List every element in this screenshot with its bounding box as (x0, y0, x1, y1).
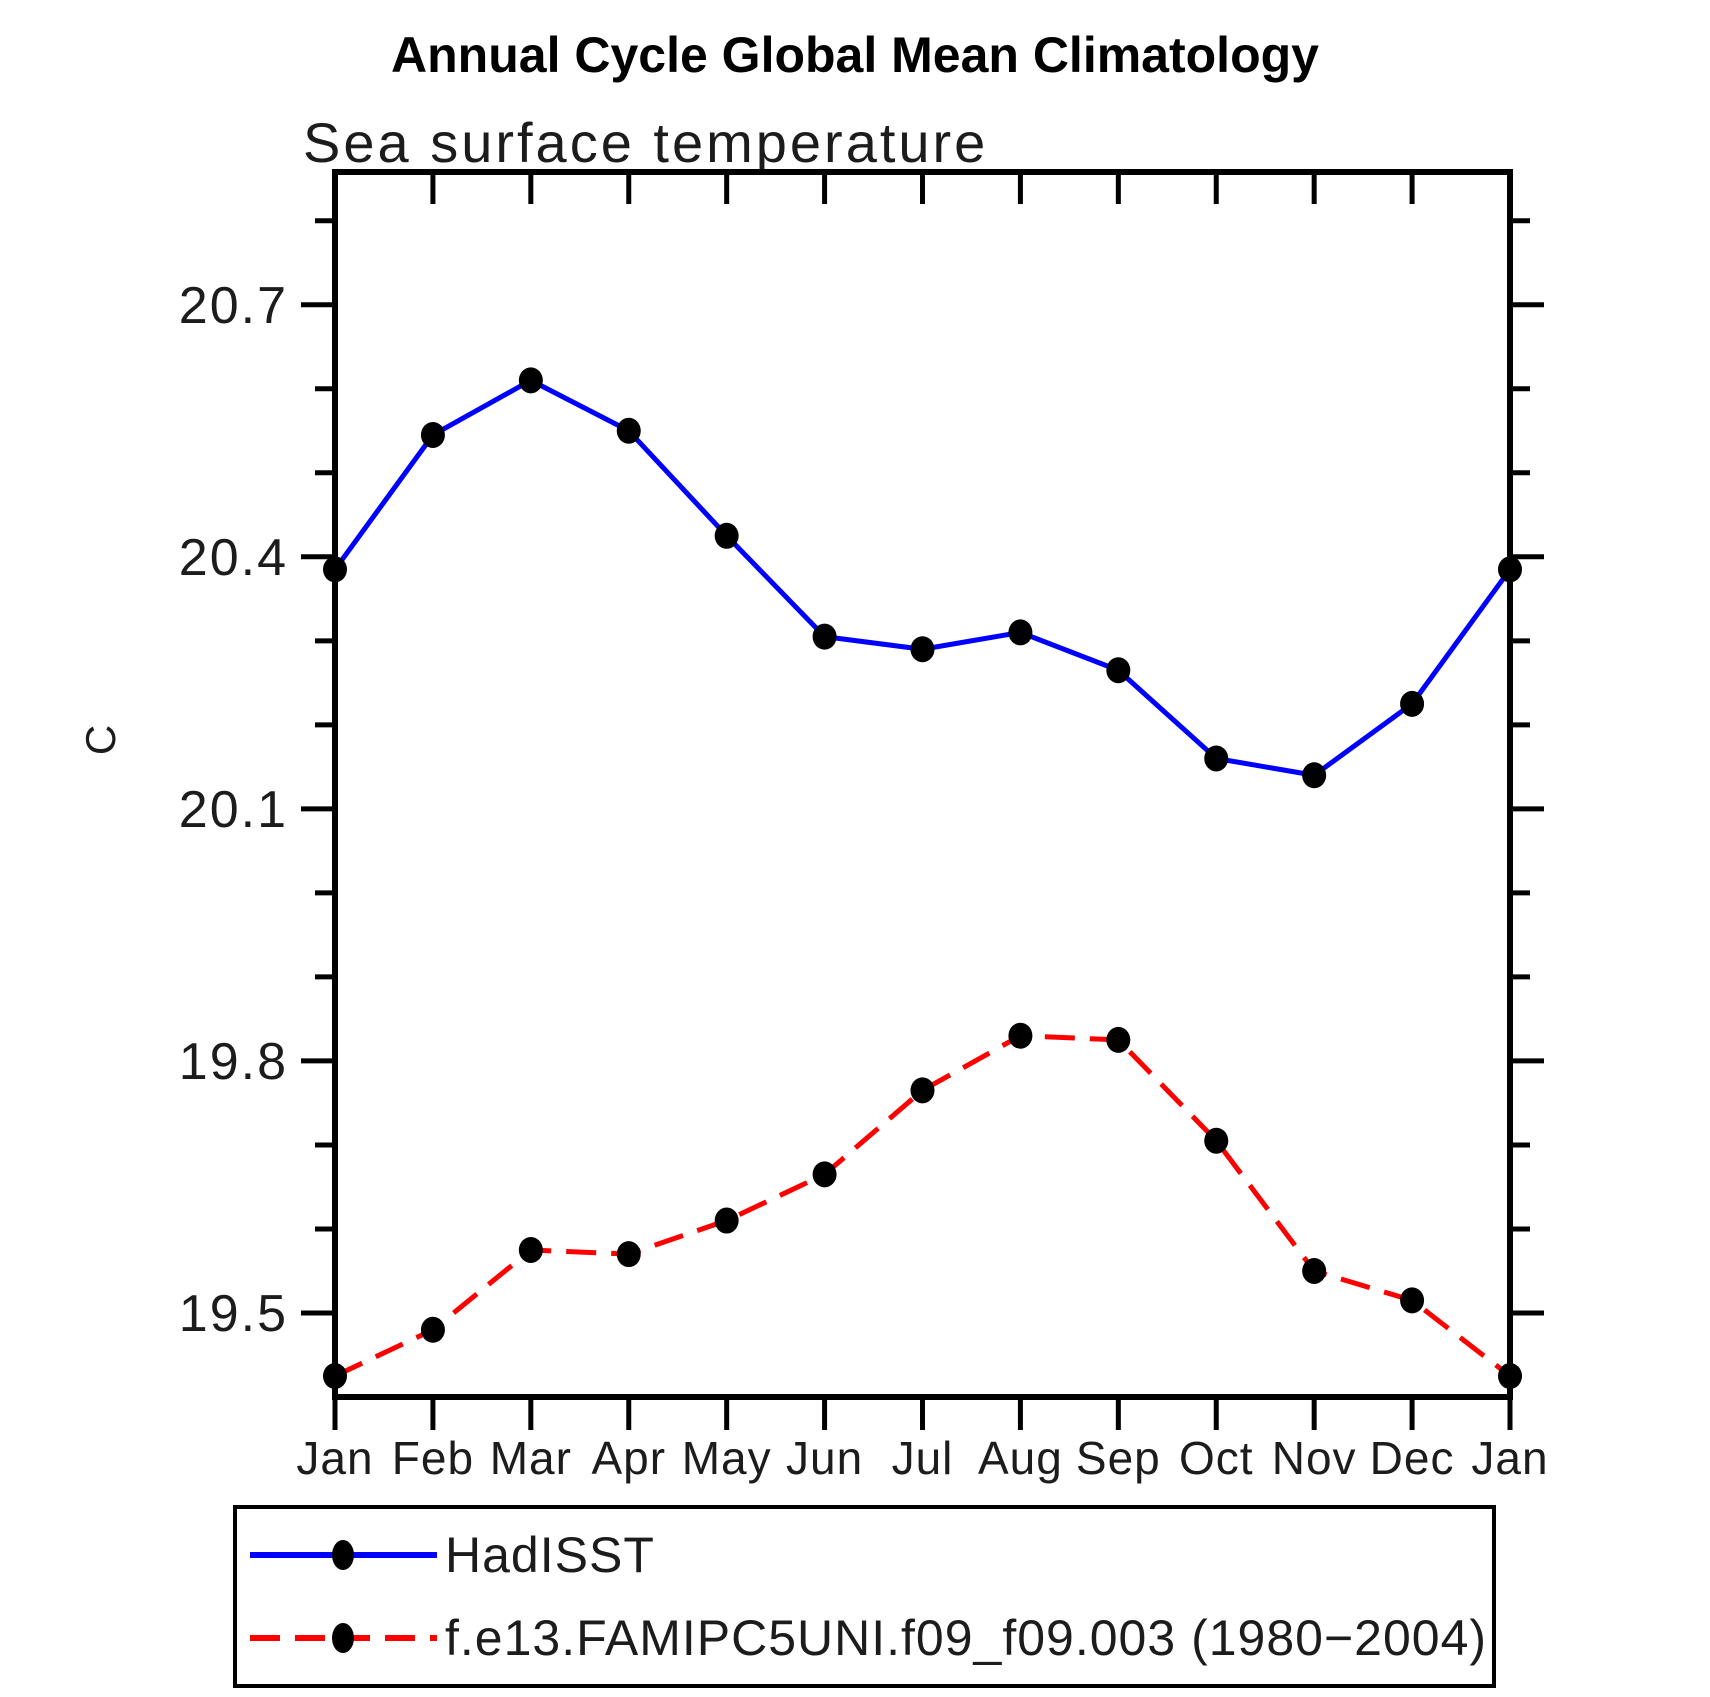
x-tick-label: Mar (490, 1432, 572, 1484)
x-tick-label: Jan (1471, 1432, 1548, 1484)
data-point-marker (812, 623, 837, 650)
legend-label-model: f.e13.FAMIPC5UNI.f09_f09.003 (1980−2004) (445, 1609, 1488, 1666)
data-point-marker (1106, 657, 1131, 684)
chart-subtitle: Sea surface temperature (303, 111, 989, 174)
chart-title: Annual Cycle Global Mean Climatology (391, 27, 1319, 83)
y-tick-label: 20.1 (179, 781, 288, 839)
x-tick-label: Apr (591, 1432, 666, 1484)
data-point-marker (1498, 1362, 1522, 1389)
legend-item-model: f.e13.FAMIPC5UNI.f09_f09.003 (1980−2004) (237, 1602, 1492, 1674)
legend-sample-hadisst (250, 1540, 437, 1571)
data-point-marker (1008, 1022, 1033, 1049)
data-point-marker (420, 1316, 445, 1343)
y-tick-label: 19.8 (179, 1033, 288, 1091)
x-tick-label: Oct (1179, 1432, 1254, 1484)
data-point-marker (1302, 1257, 1327, 1284)
data-point-marker (1498, 556, 1522, 583)
data-point-marker (1106, 1026, 1131, 1053)
x-tick-label: Feb (392, 1432, 474, 1484)
legend-label-hadisst: HadISST (445, 1527, 655, 1584)
data-point-marker (1204, 1127, 1229, 1154)
x-tick-label: Sep (1076, 1432, 1161, 1484)
data-point-marker (1400, 690, 1425, 717)
x-tick-label: Aug (978, 1432, 1063, 1484)
data-point-marker (910, 1077, 935, 1104)
legend-marker-dot (332, 1622, 354, 1653)
x-tick-label: Jun (786, 1432, 863, 1484)
legend-marker-dot (332, 1540, 354, 1571)
x-tick-label: Jul (892, 1432, 954, 1484)
data-point-marker (714, 522, 739, 549)
data-point-marker (518, 367, 543, 394)
data-point-marker (616, 1241, 641, 1268)
data-point-marker (1302, 762, 1327, 789)
y-tick-label: 20.7 (179, 277, 288, 335)
data-point-marker (420, 421, 445, 448)
y-tick-label: 19.5 (179, 1285, 288, 1343)
data-point-marker (323, 1362, 347, 1389)
x-tick-label: Dec (1370, 1432, 1455, 1484)
x-tick-label: Jan (296, 1432, 373, 1484)
data-point-marker (1400, 1287, 1425, 1314)
legend-sample-model (250, 1622, 437, 1653)
legend-item-hadisst: HadISST (237, 1519, 1492, 1591)
data-point-marker (518, 1236, 543, 1263)
data-point-marker (812, 1161, 837, 1188)
data-point-marker (910, 636, 935, 663)
y-tick-label: 20.4 (179, 529, 288, 587)
series-line-0 (332, 377, 1513, 778)
data-point-marker (714, 1207, 739, 1234)
x-tick-label: Nov (1272, 1432, 1357, 1484)
data-point-marker (616, 417, 641, 444)
plot-frame (332, 169, 1513, 1400)
data-point-marker (1204, 745, 1229, 772)
legend: HadISST f.e13.FAMIPC5UNI.f09_f09.003 (19… (233, 1505, 1496, 1688)
data-point-marker (1008, 619, 1033, 646)
data-point-marker (323, 556, 347, 583)
x-tick-label: May (682, 1432, 772, 1484)
